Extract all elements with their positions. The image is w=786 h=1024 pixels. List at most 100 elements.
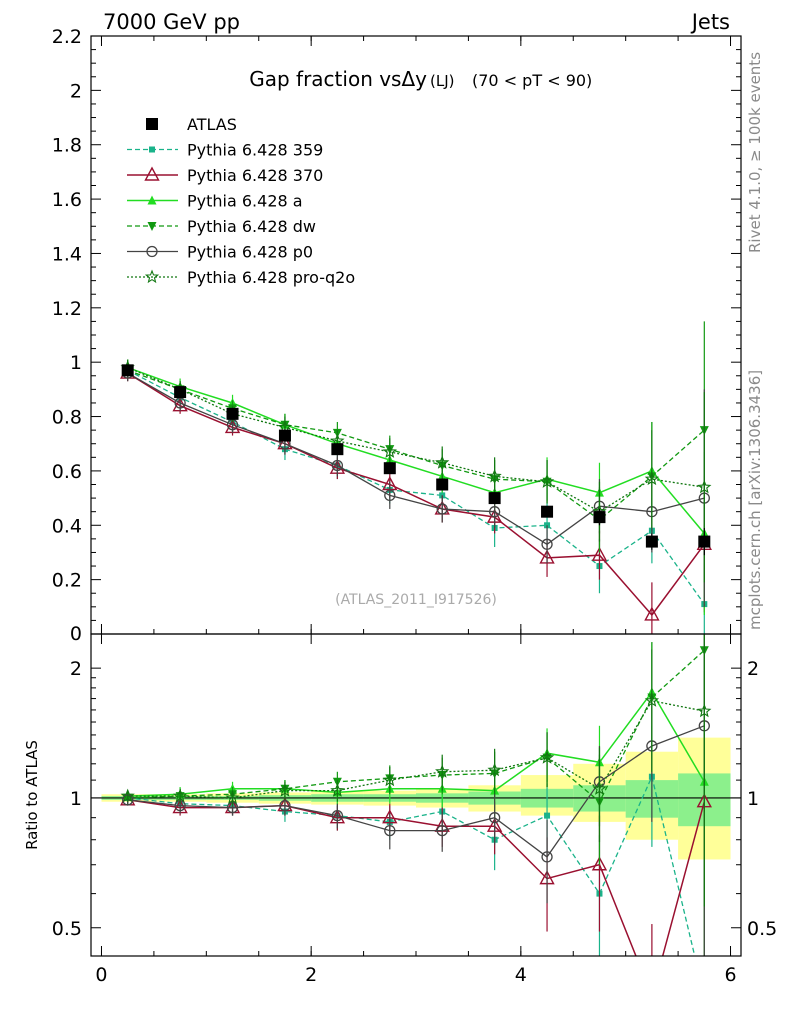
legend-item-pa: Pythia 6.428 a xyxy=(127,192,303,211)
main-panel: 0.2 0.4 0.6 0.8 1 1.2 1.4 1.6 1.8 2 2.2 0 Gap fract… xyxy=(52,26,742,645)
ratio-point-pq2o xyxy=(644,693,660,707)
legend-label-pdw: Pythia 6.428 dw xyxy=(187,217,316,236)
main-point-pq2o xyxy=(382,444,397,458)
main-point-atlas xyxy=(593,511,606,524)
ratio-line-pa xyxy=(127,690,705,797)
ratio-point-p370 xyxy=(591,856,608,871)
main-point-atlas xyxy=(121,364,134,377)
legend-item-pq2o: Pythia 6.428 pro-q2o xyxy=(127,268,355,287)
x-tick-label: 0 xyxy=(95,964,107,986)
ratio-y-tick-label: 1 xyxy=(70,788,82,810)
ratio-point-pq2o xyxy=(330,783,345,797)
legend-marker-atlas xyxy=(146,118,158,130)
legend: ATLAS Pythia 6.428 359 Pythia 6.428 370 Pyt… xyxy=(127,115,355,287)
x-tick-label: 6 xyxy=(724,964,736,986)
ratio-line-p359 xyxy=(127,774,696,956)
ratio-point-pp0 xyxy=(488,812,501,824)
main-point-atlas xyxy=(645,535,658,548)
ratio-point-pp0 xyxy=(279,799,291,812)
ratio-point-pq2o xyxy=(382,772,397,787)
ratio-point-pp0 xyxy=(541,851,553,863)
main-line-pa xyxy=(127,366,705,534)
ratio-line-pq2o xyxy=(127,700,705,799)
legend-label-p370: Pythia 6.428 370 xyxy=(187,166,323,185)
y-tick-label: 1.6 xyxy=(52,189,82,211)
legend-marker-pq2o xyxy=(144,269,160,284)
main-line-p370 xyxy=(127,372,705,617)
main-point-atlas xyxy=(226,407,239,420)
legend-item-atlas: ATLAS xyxy=(146,115,237,134)
main-point-pp0 xyxy=(384,489,396,502)
main-point-p370 xyxy=(591,546,608,561)
main-point-atlas xyxy=(174,386,187,399)
legend-label-pp0: Pythia 6.428 p0 xyxy=(187,243,313,262)
legend-label-pa: Pythia 6.428 a xyxy=(187,192,303,211)
x-tick-label: 2 xyxy=(305,964,317,986)
main-point-pq2o xyxy=(697,479,712,494)
ratio-line-p370 xyxy=(127,799,706,956)
y-tick-label: 1 xyxy=(70,352,82,374)
legend-marker-pa xyxy=(147,195,157,205)
legend-item-p370: Pythia 6.428 370 xyxy=(127,166,323,185)
legend-marker-pdw xyxy=(147,222,157,231)
legend-item-pdw: Pythia 6.428 dw xyxy=(127,217,316,236)
main-point-atlas xyxy=(436,478,449,491)
header-left-label: 7000 GeV pp xyxy=(103,10,240,34)
header-right-label: Jets xyxy=(690,10,730,34)
ratio-point-pp0 xyxy=(436,824,448,837)
ratio-point-p359 xyxy=(544,812,551,819)
main-line-p359 xyxy=(127,369,705,605)
ratio-point-pq2o xyxy=(697,703,712,718)
main-series-pp0 xyxy=(122,364,710,607)
ratio-line-pdw xyxy=(127,649,705,803)
main-point-p370 xyxy=(644,606,660,621)
legend-label-atlas: ATLAS xyxy=(187,115,237,134)
analysis-watermark: (ATLAS_2011_I917526) xyxy=(335,592,497,608)
legend-marker-p359 xyxy=(149,146,155,153)
main-point-pp0 xyxy=(331,459,344,472)
y-tick-label: 0.2 xyxy=(52,570,82,592)
legend-marker-p370 xyxy=(144,166,160,181)
main-point-atlas xyxy=(278,429,291,442)
main-point-atlas xyxy=(698,535,711,548)
y-tick-label: 0.4 xyxy=(52,515,82,537)
main-point-pq2o xyxy=(644,471,660,486)
ratio-y-tick-label: 2 xyxy=(70,658,82,680)
ratio-point-pq2o xyxy=(435,764,450,778)
main-point-pq2o xyxy=(435,455,450,469)
y-tick-label: 1.2 xyxy=(52,298,82,320)
main-point-pp0 xyxy=(488,506,501,518)
ratio-point-pq2o xyxy=(487,762,502,777)
y-tick-label: 1.4 xyxy=(52,243,82,265)
ratio-point-pq2o xyxy=(592,781,607,795)
ratio-line-pp0 xyxy=(127,725,705,858)
ratio-y-tick-label-right: 1 xyxy=(747,788,759,810)
ratio-series-pq2o xyxy=(120,634,712,907)
main-line-pq2o xyxy=(127,366,705,513)
main-point-atlas xyxy=(488,492,501,505)
y-tick-label: 2.2 xyxy=(52,26,82,48)
rivet-side-label: Rivet 4.1.0, ≥ 100k events xyxy=(746,52,764,253)
main-series-atlas xyxy=(121,364,711,556)
ratio-y-tick-label: 0.5 xyxy=(52,918,82,940)
title-main: Gap fraction vsΔy xyxy=(249,67,427,91)
legend-label-pq2o: Pythia 6.428 pro-q2o xyxy=(187,268,355,287)
main-line-pp0 xyxy=(127,372,705,546)
x-tick-label: 4 xyxy=(515,964,527,986)
ratio-y-tick-label-right: 0.5 xyxy=(747,918,777,940)
legend-marker-pp0 xyxy=(146,245,158,258)
main-point-pp0 xyxy=(541,538,553,550)
main-series-pdw xyxy=(123,321,709,553)
ratio-y-tick-label-right: 2 xyxy=(747,658,759,680)
ratio-point-pq2o xyxy=(172,788,188,803)
ratio-panel: 0.5 0.5 1 1 2 2 0 2 4 6 Ratio to ATLAS xyxy=(23,633,777,986)
ratio-point-pq2o xyxy=(539,750,555,764)
legend-item-p359: Pythia 6.428 359 xyxy=(127,141,323,160)
main-point-pq2o xyxy=(539,474,555,488)
y-tick-label: 2 xyxy=(70,80,82,102)
title-sub: (LJ) xyxy=(430,72,455,90)
ratio-point-pp0 xyxy=(384,824,396,837)
main-point-pq2o xyxy=(487,468,502,483)
ratio-point-pq2o xyxy=(120,788,135,803)
